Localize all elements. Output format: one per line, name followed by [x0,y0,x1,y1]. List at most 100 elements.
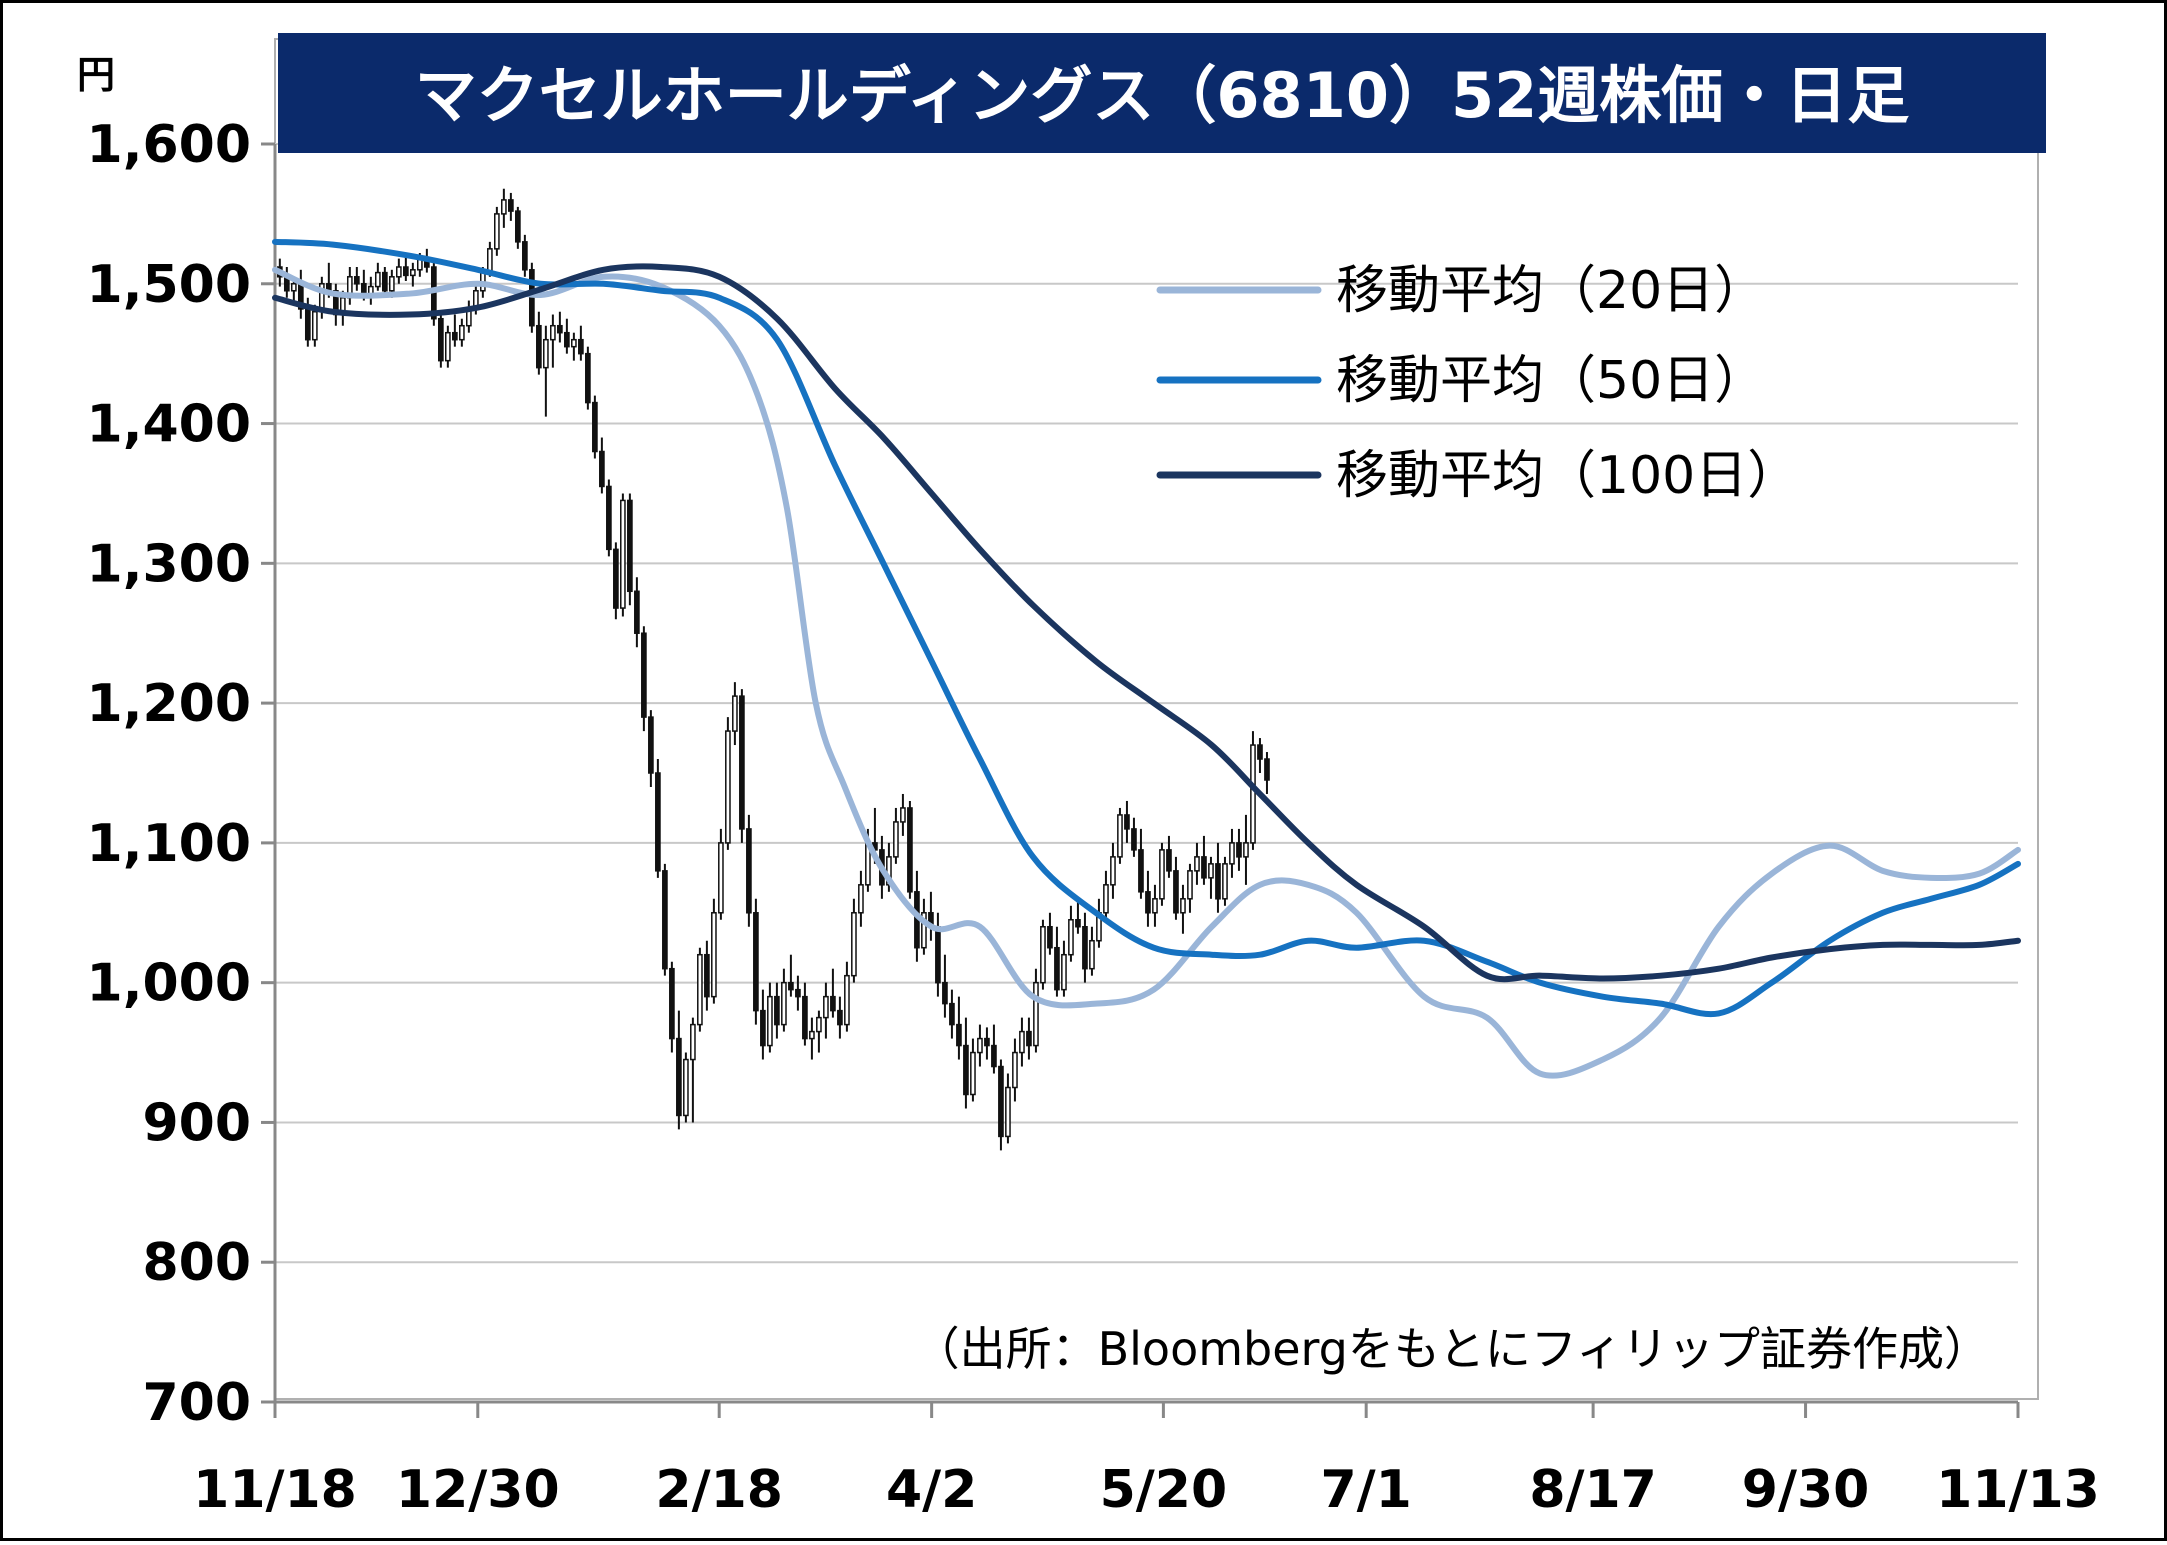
candle [802,982,808,1046]
candle [1040,919,1046,990]
candle [1159,842,1165,906]
candle [1208,856,1214,899]
x-tick-label: 12/30 [396,1460,560,1520]
candle [1145,870,1151,927]
candle [956,996,962,1060]
candle [732,682,738,746]
candle [970,1038,976,1102]
candle [739,689,745,843]
candle [753,898,759,1025]
candle [578,325,584,361]
source-note: （出所：Bloombergをもとにフィリップ証券作成） [914,1322,1990,1376]
candle [1201,835,1207,885]
candle [494,206,500,256]
candle [620,493,626,617]
ma50-line [272,238,2021,1018]
candle [459,318,465,347]
candle [893,807,899,864]
candle [921,898,927,955]
candle [1054,926,1060,997]
candle [669,961,675,1053]
candle [851,898,857,983]
candle [1117,807,1123,864]
candle [816,1010,822,1053]
y-unit-label: 円 [77,53,115,97]
y-tick-label: 1,200 [87,674,251,734]
candle [585,346,591,410]
candle [1243,814,1249,885]
candle [1180,884,1186,934]
candle [374,262,381,291]
candle [1194,842,1200,885]
candle [823,982,829,1039]
candle [1236,828,1242,871]
candle [1110,842,1116,899]
candle [1005,1073,1011,1144]
candle [613,542,619,620]
candle [501,188,507,228]
candle [1166,835,1172,878]
legend-label-ma100: 移動平均（100日） [1336,446,1799,506]
candle [760,989,766,1060]
candle [571,332,577,361]
candlesticks [276,188,1270,1151]
candle [984,1027,990,1060]
candle [844,961,850,1032]
candle [1131,817,1137,857]
candle [1033,968,1039,1053]
candle [1173,856,1179,920]
candle [767,982,773,1053]
candle [1215,842,1221,913]
candle [774,982,780,1039]
candle [1124,800,1130,843]
candle [676,1010,682,1130]
candle [963,1017,969,1109]
candle [1019,1017,1025,1067]
candle [452,314,458,347]
y-tick-label: 1,100 [87,814,251,874]
candle [690,1017,696,1123]
x-tick-label: 9/30 [1742,1460,1870,1520]
y-tick-label: 1,000 [87,954,251,1014]
candle [599,437,605,494]
y-tick-label: 1,300 [87,534,251,594]
candle [592,395,598,459]
candle [795,975,801,1011]
candle [515,206,521,249]
candle [1222,856,1228,906]
candle [1082,912,1088,983]
candle [788,954,794,997]
candle [900,793,906,836]
candle [977,1024,983,1067]
candle [725,717,731,850]
candle [1068,905,1074,962]
x-tick-label: 2/18 [655,1460,783,1520]
moving-average-lines [272,238,2021,1079]
chart-title: マクセルホールディングス（6810）52週株価・日足 [415,59,1910,132]
ma100-line [272,263,2021,983]
candle [1089,926,1095,976]
candle [655,759,661,878]
candle [697,947,703,1032]
x-tick-label: 7/1 [1321,1460,1412,1520]
legend: 移動平均（20日） 移動平均（50日） 移動平均（100日） [1156,261,1799,506]
candle [445,325,451,368]
y-tick-label: 800 [142,1233,251,1293]
candle [809,1017,815,1060]
ma20-line [272,266,2021,1079]
legend-label-ma50: 移動平均（50日） [1336,351,1766,411]
candle [837,996,843,1039]
candle [1187,863,1193,913]
candle [858,870,864,927]
x-tick-label: 11/13 [1936,1460,2100,1520]
candle [1012,1038,1018,1102]
candle [353,267,360,291]
candle [550,314,556,368]
candle [1075,898,1081,934]
y-tick-label: 1,500 [87,255,251,315]
candle [536,311,542,375]
candle [830,968,836,1018]
candle [942,954,948,1018]
